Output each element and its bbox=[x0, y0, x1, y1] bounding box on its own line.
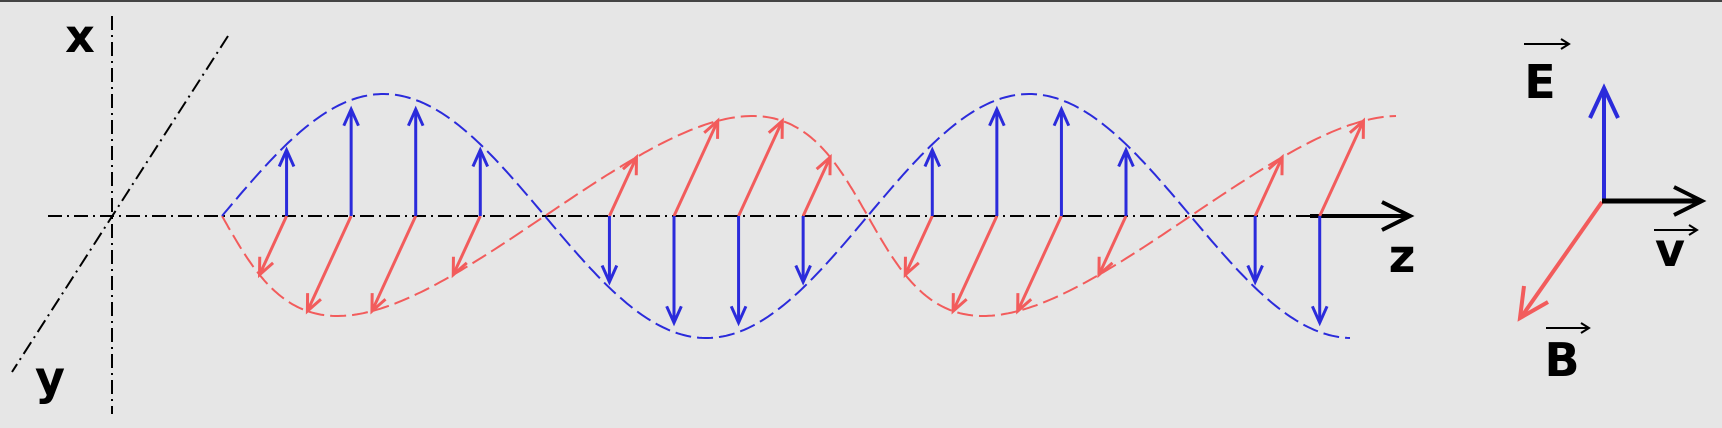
magnetic-arrow-icon bbox=[1267, 153, 1284, 176]
magnetic-arrow-icon bbox=[305, 293, 322, 315]
electric-arrow-icon bbox=[1311, 305, 1329, 327]
electric-arrow-icon bbox=[729, 305, 748, 327]
magnetic-vector bbox=[672, 120, 720, 217]
magnetic-vector bbox=[737, 120, 784, 217]
legend-magnetic-label: B bbox=[1544, 333, 1579, 387]
velocity-vector-bar-icon bbox=[1654, 224, 1699, 236]
electric-arrow-icon bbox=[988, 105, 1006, 127]
magnetic-wave-curve bbox=[221, 115, 1397, 317]
top-border bbox=[0, 0, 1722, 2]
magnetic-arrow-icon bbox=[1097, 256, 1114, 279]
magnetic-arrow-icon bbox=[1348, 117, 1365, 139]
electric-field-group bbox=[221, 93, 1351, 339]
electric-wave-curve bbox=[221, 93, 1351, 339]
electric-arrow-icon bbox=[665, 305, 683, 327]
magnetic-vector bbox=[370, 215, 418, 312]
legend-electric-label: E bbox=[1524, 55, 1555, 109]
electric-arrow-icon bbox=[923, 146, 941, 168]
magnetic-vector bbox=[306, 215, 353, 312]
magnetic-vector bbox=[801, 156, 832, 217]
electric-arrow-icon bbox=[1052, 105, 1071, 127]
legend-velocity-arrow-icon bbox=[1673, 185, 1707, 217]
legend-magnetic-vector bbox=[1520, 200, 1604, 318]
electric-arrow-icon bbox=[600, 264, 619, 286]
y-axis-label: y bbox=[35, 351, 65, 405]
magnetic-vector bbox=[1318, 120, 1365, 217]
z-axis-arrow-icon bbox=[1310, 200, 1415, 232]
magnetic-vector bbox=[258, 215, 288, 276]
magnetic-arrow-icon bbox=[703, 117, 720, 139]
magnetic-vector bbox=[451, 215, 482, 276]
x-axis-label: x bbox=[65, 9, 95, 63]
magnetic-arrow-icon bbox=[767, 117, 784, 139]
electric-arrow-icon bbox=[471, 146, 489, 168]
magnetic-arrow-icon bbox=[451, 256, 468, 279]
magnetic-vector bbox=[1097, 215, 1128, 276]
electric-arrow-icon bbox=[1117, 146, 1135, 168]
magnetic-vector bbox=[951, 215, 999, 312]
magnetic-arrow-icon bbox=[903, 256, 920, 279]
magnetic-vector bbox=[608, 156, 638, 217]
magnetic-vector bbox=[903, 215, 934, 276]
magnetic-field-group bbox=[221, 115, 1397, 317]
magnetic-arrow-icon bbox=[951, 293, 968, 315]
magnetic-arrow-icon bbox=[815, 153, 832, 176]
electric-arrow-icon bbox=[407, 105, 425, 127]
magnetic-arrow-icon bbox=[370, 293, 387, 315]
legend: E B v bbox=[1517, 38, 1707, 387]
electric-arrow-icon bbox=[1246, 264, 1264, 286]
legend-magnetic-arrow-icon bbox=[1517, 285, 1549, 322]
magnetic-arrow-icon bbox=[1016, 293, 1033, 315]
z-axis-label: z bbox=[1389, 229, 1416, 283]
electric-arrow-icon bbox=[342, 105, 360, 127]
y-axis-line bbox=[11, 35, 229, 373]
magnetic-arrow-icon bbox=[257, 256, 275, 279]
legend-electric-arrow-icon bbox=[1588, 83, 1620, 119]
electric-vector-bar-icon bbox=[1524, 38, 1571, 50]
magnetic-arrow-icon bbox=[621, 153, 639, 176]
magnetic-vector bbox=[1253, 156, 1284, 217]
magnetic-vector bbox=[1016, 215, 1063, 312]
legend-velocity-label: v bbox=[1655, 223, 1685, 277]
magnetic-vector-bar-icon bbox=[1546, 322, 1591, 334]
electric-arrow-icon bbox=[794, 264, 812, 286]
electric-arrow-icon bbox=[277, 146, 296, 168]
